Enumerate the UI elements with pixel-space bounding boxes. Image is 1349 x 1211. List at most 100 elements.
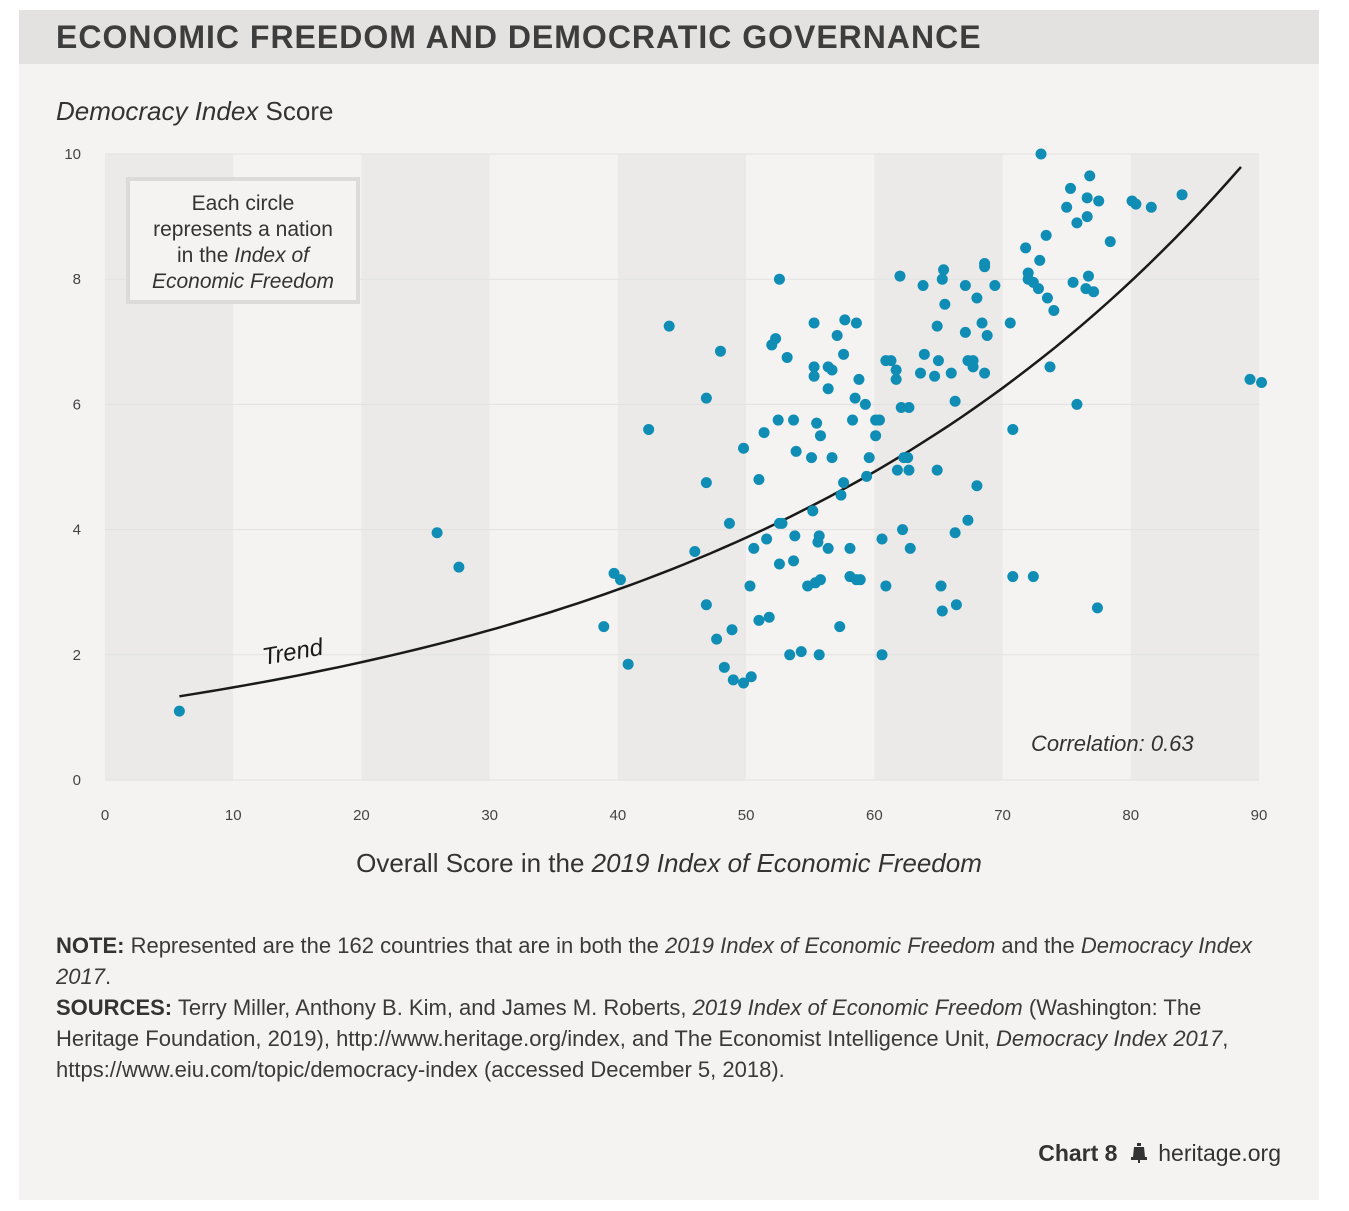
data-point-24: [753, 474, 765, 486]
note-text-2: and the: [995, 933, 1081, 958]
note-text-3: .: [104, 964, 112, 989]
heritage-link[interactable]: heritage.org: [1158, 1140, 1281, 1166]
data-point-94: [903, 402, 915, 414]
x-tick-90: 90: [1251, 807, 1268, 824]
y-axis-title-italic: Democracy Index: [56, 96, 259, 126]
data-point-61: [831, 330, 843, 342]
data-point-12: [700, 599, 712, 611]
data-point-21: [745, 671, 757, 683]
x-tick-50: 50: [738, 807, 755, 824]
data-point-106: [936, 273, 948, 285]
data-point-10: [700, 392, 712, 404]
data-point-36: [781, 351, 793, 363]
data-point-155: [1104, 236, 1116, 248]
data-point-84: [880, 580, 892, 592]
data-point-148: [1081, 211, 1093, 223]
data-point-134: [1027, 571, 1039, 583]
data-point-125: [981, 330, 993, 342]
data-point-49: [811, 417, 823, 429]
y-tick-10: 10: [64, 146, 81, 163]
data-point-126: [989, 279, 1001, 291]
data-point-102: [932, 355, 944, 367]
data-point-69: [847, 414, 859, 426]
data-point-23: [748, 542, 760, 554]
data-point-82: [876, 649, 888, 661]
data-point-25: [753, 614, 765, 626]
data-point-158: [1145, 201, 1157, 213]
data-point-149: [1081, 192, 1093, 204]
data-point-11: [700, 477, 712, 489]
x-axis-title-plain: Overall Score in the: [356, 848, 592, 878]
data-point-95: [903, 464, 915, 476]
band-5: [746, 154, 875, 780]
data-point-67: [844, 542, 856, 554]
data-point-47: [808, 361, 820, 373]
data-point-30: [770, 333, 782, 345]
data-point-80: [873, 414, 885, 426]
data-point-15: [718, 661, 730, 673]
data-point-154: [1093, 195, 1105, 207]
data-point-111: [949, 527, 961, 539]
x-tick-80: 80: [1122, 807, 1139, 824]
data-point-141: [1048, 305, 1060, 316]
data-point-75: [859, 398, 871, 410]
data-point-55: [813, 649, 825, 661]
data-point-108: [939, 298, 951, 310]
correlation-label: Correlation: 0.63: [1031, 731, 1194, 756]
data-point-136: [1034, 254, 1046, 266]
data-point-14: [714, 345, 726, 357]
data-point-138: [1040, 229, 1052, 241]
trend-line: [179, 166, 1242, 698]
legend-line-4: Economic Freedom: [130, 269, 356, 295]
x-tick-40: 40: [610, 807, 627, 824]
data-point-58: [826, 364, 838, 376]
data-point-72: [853, 373, 865, 385]
data-point-153: [1091, 602, 1103, 614]
data-point-161: [1256, 376, 1268, 388]
data-point-120: [971, 480, 983, 492]
data-point-74: [854, 574, 866, 586]
data-point-124: [979, 367, 991, 379]
notes-block: NOTE: Represented are the 162 countries …: [56, 930, 1276, 1085]
note-text-1: Represented are the 162 countries that a…: [124, 933, 666, 958]
data-point-34: [773, 273, 785, 285]
data-point-90: [895, 402, 907, 414]
data-point-160: [1244, 373, 1256, 385]
legend-line-3-italic: Index of: [234, 244, 309, 267]
liberty-bell-icon: [1130, 1143, 1147, 1163]
data-point-114: [959, 326, 971, 338]
x-tick-20: 20: [353, 807, 370, 824]
data-point-33: [773, 558, 785, 570]
data-point-57: [822, 383, 834, 395]
gridlines: [105, 153, 1259, 781]
data-point-59: [822, 542, 834, 554]
data-point-118: [967, 361, 979, 373]
data-point-85: [885, 355, 897, 367]
legend-line-2: represents a nation: [153, 218, 333, 241]
data-point-8: [663, 320, 675, 332]
y-tick-4: 4: [73, 522, 81, 539]
data-point-113: [959, 279, 971, 291]
x-tick-30: 30: [481, 807, 498, 824]
x-tick-10: 10: [225, 807, 242, 824]
sources-paragraph: SOURCES: Terry Miller, Anthony B. Kim, a…: [56, 992, 1276, 1085]
y-axis-title-plain: Score: [258, 96, 334, 126]
x-tick-70: 70: [994, 807, 1011, 824]
legend-line-1: Each circle: [191, 192, 295, 215]
data-point-18: [727, 674, 739, 686]
data-point-53: [814, 430, 826, 442]
sources-label: SOURCES:: [56, 995, 173, 1020]
chart-title: ECONOMIC FREEDOM AND DEMOCRATIC GOVERNAN…: [56, 19, 982, 55]
data-point-22: [744, 580, 756, 592]
data-point-135: [1032, 283, 1044, 295]
legend-line-3: in the Index of: [130, 243, 356, 269]
x-tick-60: 60: [866, 807, 883, 824]
data-point-64: [838, 477, 850, 489]
x-tick-0: 0: [101, 807, 109, 824]
data-point-97: [914, 367, 926, 379]
data-point-26: [758, 427, 770, 439]
x-tick-labels: 0 10 20 30 40 50 60 70 80 90: [101, 807, 1268, 824]
data-point-45: [807, 505, 819, 517]
data-point-116: [962, 514, 974, 526]
